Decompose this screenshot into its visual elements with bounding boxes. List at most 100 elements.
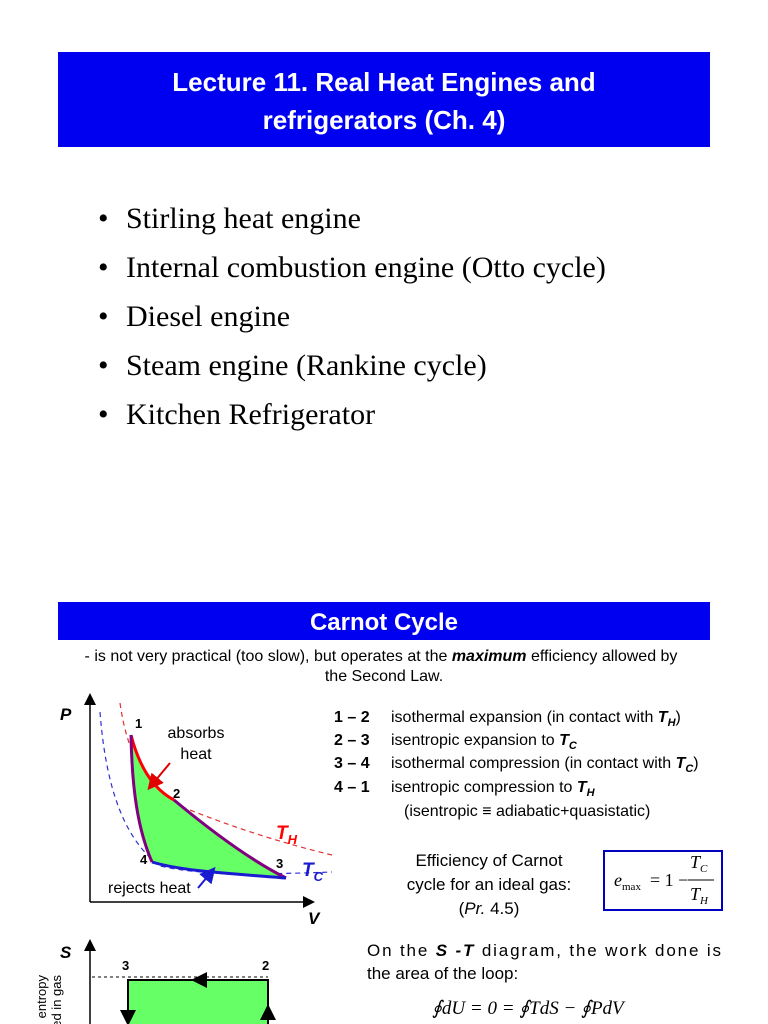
subscript: H <box>288 832 298 847</box>
subscript: C <box>314 869 324 884</box>
text: ) <box>676 709 681 726</box>
step-text: isothermal compression (in contact with … <box>391 755 699 775</box>
formula-text: TC <box>690 852 708 875</box>
adiabat <box>173 798 287 880</box>
step-text: isentropic expansion to TC <box>391 732 578 752</box>
formula-text: TH <box>690 884 709 907</box>
bullet-list: • Stirling heat engine • Internal combus… <box>98 202 606 431</box>
subscript: C <box>700 863 708 875</box>
title-line: refrigerators (Ch. 4) <box>263 105 506 135</box>
text: ) <box>693 755 698 772</box>
arrow <box>147 762 171 791</box>
bullet-dot: • <box>98 251 109 284</box>
subscript: max <box>622 881 641 893</box>
bullet-dot: • <box>98 398 109 431</box>
text: T <box>302 860 315 881</box>
text: diagram, the work done is <box>475 941 721 960</box>
bullet-text: Stirling heat engine <box>126 202 361 235</box>
step-text: isothermal expansion (in contact with TH… <box>391 709 681 729</box>
bullet-dot: • <box>98 300 109 333</box>
point-label: 3 <box>122 958 129 973</box>
point-label: 1 <box>135 716 142 731</box>
section-banner <box>58 602 710 640</box>
bullet-dot: • <box>98 349 109 382</box>
bullet-text: Steam engine (Rankine cycle) <box>126 349 487 382</box>
text: 4.5) <box>485 899 519 918</box>
section-subtitle: the Second Law. <box>325 668 443 685</box>
text: efficiency allowed by <box>527 648 678 665</box>
formula-op: = 1 − <box>650 870 688 890</box>
text: isentropic compression to <box>391 779 577 796</box>
annotation: rejects heat <box>108 880 191 897</box>
text: Pr. <box>464 899 485 918</box>
emphasis: S -T <box>436 941 475 960</box>
isotherm-cold <box>99 711 333 875</box>
bullet-dot: • <box>98 202 109 235</box>
text: T <box>276 823 289 844</box>
step-list: 1 – 2 isothermal expansion (in contact w… <box>334 709 699 820</box>
var: T <box>559 732 570 749</box>
section-title: Carnot Cycle <box>310 609 458 636</box>
text: ( <box>459 899 465 918</box>
axis-label: S <box>60 943 72 962</box>
text: (Pr. 4.5) <box>459 899 520 918</box>
text: isentropic expansion to <box>391 732 559 749</box>
temp-label: TH <box>276 823 298 847</box>
formula-box <box>603 850 723 911</box>
text: On the <box>367 941 434 960</box>
var: e <box>614 870 622 890</box>
step-label: 1 – 2 <box>334 709 370 726</box>
var: T <box>690 884 702 904</box>
equation: ∮dU = 0 = ∮TdS − ∮PdV <box>432 998 626 1019</box>
point-label: 3 <box>276 856 283 871</box>
point-label: 4 <box>140 852 148 867</box>
annotation: heat <box>180 746 212 763</box>
title-banner <box>58 52 710 147</box>
temp-label: TC <box>302 860 324 884</box>
formula-text: emax <box>614 870 641 893</box>
bullet-text: Kitchen Refrigerator <box>126 398 375 431</box>
step-text: isentropic compression to TH <box>391 779 596 799</box>
text: - is not very practical (too slow), but … <box>85 648 452 665</box>
step-label: 4 – 1 <box>334 779 370 796</box>
loop-note: On the S -T diagram, the work done is <box>367 941 721 960</box>
point-label: 2 <box>262 958 269 973</box>
var: T <box>676 755 687 772</box>
axis-label: stored in gas <box>49 975 64 1024</box>
subscript: C <box>569 740 578 752</box>
axis-label: P <box>60 705 72 724</box>
annotation: absorbs <box>168 725 225 742</box>
var: T <box>577 779 588 796</box>
pv-diagram: P V 1 2 3 4 absorbs heat rejects heat TH… <box>60 693 333 928</box>
var: T <box>658 709 669 726</box>
bullet-text: Diesel engine <box>126 300 290 333</box>
cycle-area <box>127 979 269 1024</box>
title-line: Lecture 11. Real Heat Engines and <box>172 67 595 97</box>
subscript: H <box>668 717 677 729</box>
bullet-text: Internal combustion engine (Otto cycle) <box>126 251 606 284</box>
axis-label: V <box>308 909 321 928</box>
formula: emax = 1 − TC TH <box>603 850 723 911</box>
step-label: 2 – 3 <box>334 732 370 749</box>
var: T <box>690 852 702 872</box>
axis-label: entropy <box>34 975 49 1019</box>
step-label: 3 – 4 <box>334 755 370 772</box>
subscript: H <box>699 895 709 907</box>
st-diagram: S entropy stored in gas 3 2 <box>34 939 276 1024</box>
subscript: C <box>685 763 694 775</box>
loop-note: the area of the loop: <box>367 964 518 983</box>
text: cycle for an ideal gas: <box>407 875 571 894</box>
emphasis: maximum <box>452 648 527 665</box>
text: isothermal expansion (in contact with <box>391 709 658 726</box>
text: isothermal compression (in contact with <box>391 755 676 772</box>
subscript: H <box>587 787 596 799</box>
text: Efficiency of Carnot <box>415 851 562 870</box>
arrow <box>197 866 216 889</box>
point-label: 2 <box>173 786 180 801</box>
efficiency: Efficiency of Carnot cycle for an ideal … <box>407 851 571 918</box>
step-note: (isentropic ≡ adiabatic+quasistatic) <box>404 803 650 820</box>
cycle-area <box>131 735 286 878</box>
section-subtitle: - is not very practical (too slow), but … <box>85 648 678 665</box>
adiabat <box>129 734 154 863</box>
